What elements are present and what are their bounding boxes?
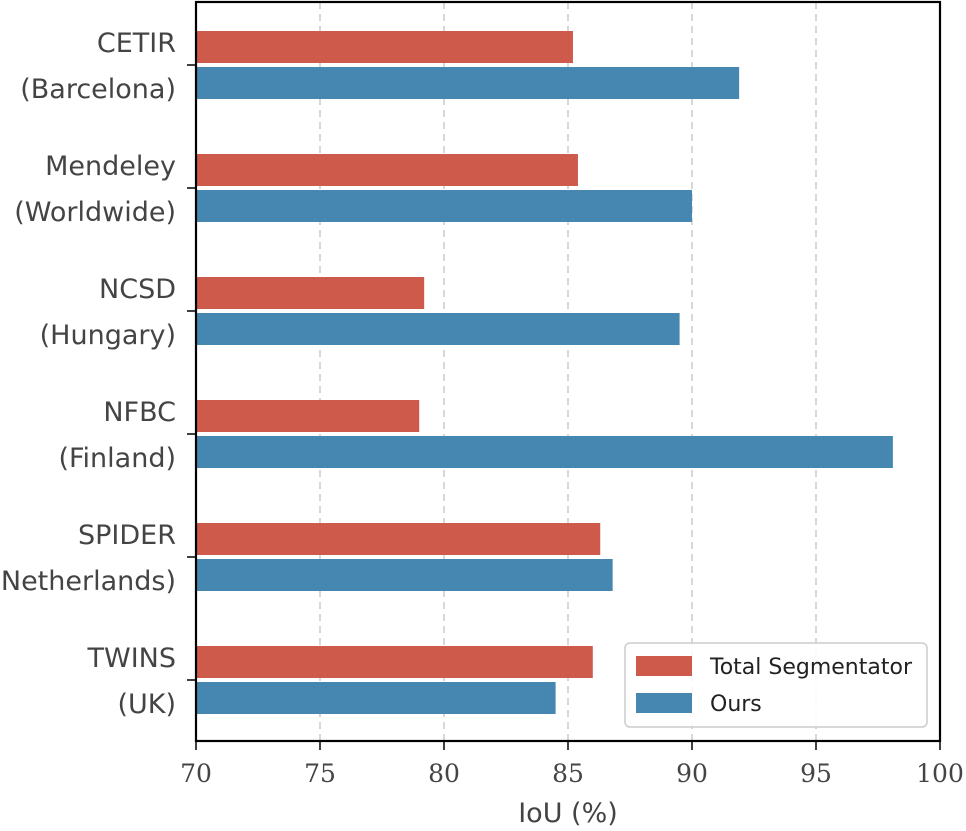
legend-label: Total Segmentator	[709, 655, 913, 680]
legend-label: Ours	[710, 692, 762, 717]
x-axis-title: IoU (%)	[518, 798, 618, 829]
bar-ours	[196, 436, 893, 468]
legend-swatch	[636, 693, 692, 713]
bar-ours	[196, 313, 680, 345]
bar-total-segmentator	[196, 400, 420, 432]
bar-ours	[196, 682, 556, 714]
x-tick-label: 85	[552, 759, 584, 788]
x-axis: 70 75 80 85 90 95 100	[180, 741, 964, 788]
x-tick-label: 95	[800, 759, 832, 788]
bar-total-segmentator	[196, 523, 601, 555]
category-label: CETIR	[97, 28, 176, 59]
category-sublabel: (Hungary)	[40, 320, 176, 351]
category-sublabel: (Netherlands)	[0, 566, 176, 597]
bar-total-segmentator	[196, 277, 425, 309]
x-tick-label: 100	[916, 759, 964, 788]
bar-total-segmentator	[196, 646, 593, 678]
category-label: NCSD	[99, 274, 176, 305]
bar-total-segmentator	[196, 31, 573, 63]
category-sublabel: (Finland)	[58, 443, 176, 474]
legend: Total Segmentator Ours	[624, 642, 928, 728]
category-sublabel: (UK)	[117, 689, 176, 720]
category-label: NFBC	[103, 397, 176, 428]
category-label: TWINS	[87, 643, 177, 674]
category-sublabel: (Worldwide)	[14, 197, 176, 228]
x-tick-label: 70	[180, 759, 212, 788]
bars	[196, 31, 893, 714]
legend-box	[624, 642, 928, 728]
bar-ours	[196, 559, 613, 591]
bar-ours	[196, 67, 740, 99]
x-tick-label: 90	[676, 759, 708, 788]
grid-lines	[319, 2, 817, 741]
bar-total-segmentator	[196, 154, 578, 186]
category-label: SPIDER	[78, 520, 176, 551]
legend-swatch	[636, 656, 692, 676]
category-sublabel: (Barcelona)	[20, 74, 176, 105]
x-tick-label: 75	[304, 759, 336, 788]
x-tick-label: 80	[428, 759, 460, 788]
y-axis: CETIR (Barcelona) Mendeley (Worldwide) NCSD (…	[0, 28, 196, 720]
category-label: Mendeley	[45, 151, 176, 182]
bar-ours	[196, 190, 692, 222]
